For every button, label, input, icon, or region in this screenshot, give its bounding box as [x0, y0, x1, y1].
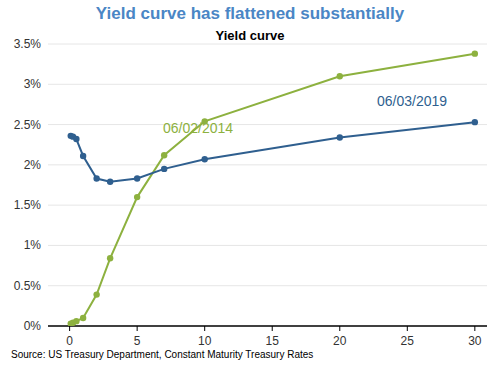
x-tick — [272, 326, 273, 331]
x-tick-label: 5 — [134, 334, 141, 348]
series-marker — [134, 175, 140, 181]
x-tick-label: 25 — [401, 334, 415, 348]
x-tick — [204, 326, 205, 331]
grid-line — [48, 164, 487, 165]
subtitle: Yield curve — [216, 28, 285, 43]
x-tick-label: 10 — [198, 334, 212, 348]
x-tick — [407, 326, 408, 331]
series-label: 06/02/2014 — [163, 120, 233, 136]
grid-line — [48, 124, 487, 125]
series-marker — [93, 291, 99, 297]
x-tick — [339, 326, 340, 331]
series-marker — [73, 136, 79, 142]
series-marker — [80, 315, 86, 321]
series-marker — [134, 194, 140, 200]
source: Source: US Treasury Department, Constant… — [11, 349, 313, 360]
x-tick — [474, 326, 475, 331]
x-tick — [137, 326, 138, 331]
series-marker — [337, 134, 343, 140]
series-line — [71, 54, 475, 324]
grid-line — [48, 285, 487, 286]
y-tick-label: 3% — [24, 77, 42, 91]
grid-line — [48, 44, 487, 45]
plot-area — [68, 50, 479, 326]
grid-line — [48, 205, 487, 206]
series-marker — [201, 156, 207, 162]
series-marker — [161, 152, 167, 158]
x-tick-label: 0 — [66, 334, 73, 348]
series-marker — [107, 179, 113, 185]
y-tick-label: 3.5% — [14, 37, 42, 51]
series-marker — [93, 175, 99, 181]
y-tick-label: 2% — [24, 158, 42, 172]
series-line — [71, 122, 475, 182]
x-tick-label: 30 — [468, 334, 482, 348]
y-tick-label: 1% — [24, 238, 42, 252]
x-tick-label: 15 — [266, 334, 280, 348]
series-marker — [80, 153, 86, 159]
grid-line — [48, 245, 487, 246]
chart: Yield curve has flattened substantially Y… — [0, 0, 500, 365]
series-marker — [73, 318, 79, 324]
y-tick-label: 0.5% — [14, 279, 42, 293]
y-tick-label: 2.5% — [14, 118, 42, 132]
series-marker — [472, 50, 478, 56]
x-tick — [69, 326, 70, 331]
y-tick-label: 0% — [24, 319, 42, 333]
series-marker — [337, 73, 343, 79]
title: Yield curve has flattened substantially — [96, 4, 405, 23]
series-marker — [161, 166, 167, 172]
y-tick-label: 1.5% — [14, 198, 42, 212]
series-marker — [472, 119, 478, 125]
series-label: 06/03/2019 — [377, 93, 447, 109]
x-axis — [48, 325, 487, 327]
series-marker — [107, 255, 113, 261]
x-tick-label: 20 — [333, 334, 347, 348]
grid-line — [48, 84, 487, 85]
